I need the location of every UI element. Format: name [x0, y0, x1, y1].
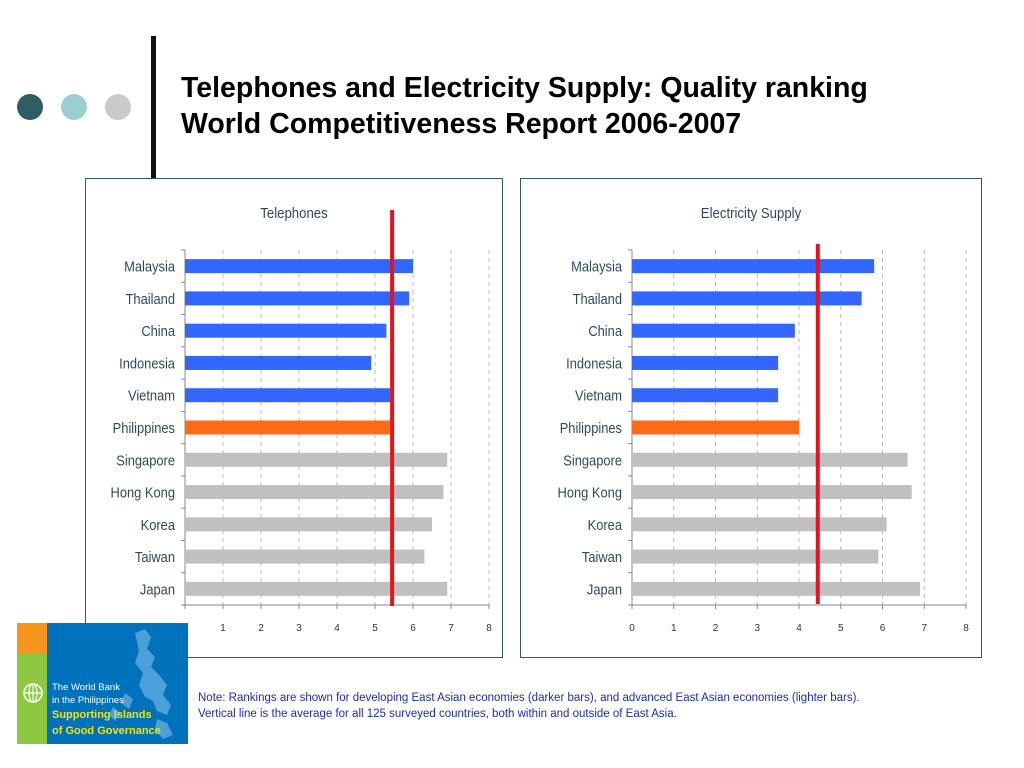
logo-line-4: of Good Governance [52, 725, 161, 737]
logo-line-2: in the Philippines [52, 695, 124, 706]
electricity-supply-bar-thailand [632, 291, 862, 306]
telephones-category-label-japan: Japan [140, 580, 175, 597]
electricity-supply-category-label-china: China [588, 322, 622, 339]
telephones-category-label-taiwan: Taiwan [135, 548, 175, 565]
telephones-chart-title: Telephones [260, 204, 327, 221]
electricity-supply-bar-malaysia [632, 259, 875, 274]
electricity-supply-x-tick-label-2: 2 [713, 623, 719, 634]
telephones-bar-philippines [185, 420, 391, 435]
telephones-bar-vietnam [185, 388, 391, 403]
telephones-x-tick-label-1: 1 [220, 623, 226, 634]
electricity-chart-panel: Electricity Supply 0 1 2 3 4 5 6 7 8 Malaysia Thail… [520, 178, 982, 658]
telephones-x-tick-label-5: 5 [372, 623, 378, 634]
telephones-category-label-vietnam: Vietnam [128, 387, 175, 404]
electricity-supply-x-tick-label-8: 8 [963, 623, 969, 634]
electricity-supply-category-label-singapore: Singapore [563, 451, 622, 468]
electricity-supply-category-label-korea: Korea [588, 516, 623, 533]
logo-line-1: The World Bank [52, 682, 120, 693]
telephones-bar-singapore [185, 452, 448, 467]
electricity-supply-category-label-vietnam: Vietnam [575, 387, 622, 404]
telephones-category-label-indonesia: Indonesia [119, 355, 175, 372]
electricity-supply-x-tick-label-4: 4 [796, 623, 802, 634]
telephones-category-label-korea: Korea [141, 516, 176, 533]
telephones-category-label-malaysia: Malaysia [124, 258, 175, 275]
electricity-supply-x-tick-label-6: 6 [880, 623, 886, 634]
telephones-category-label-singapore: Singapore [116, 451, 175, 468]
telephones-category-label-hong-kong: Hong Kong [111, 484, 175, 501]
telephones-bar-malaysia [185, 259, 413, 274]
electricity-supply-x-tick-label-5: 5 [838, 623, 844, 634]
slide-title-line-1: Telephones and Electricity Supply: Quali… [181, 72, 868, 104]
electricity-supply-category-label-hong-kong: Hong Kong [558, 484, 622, 501]
title-divider [151, 36, 156, 178]
electricity-supply-category-label-thailand: Thailand [573, 290, 622, 307]
telephones-frame [85, 178, 503, 658]
note-line-1: Note: Rankings are shown for developing … [198, 692, 860, 704]
telephones-category-label-thailand: Thailand [126, 290, 175, 307]
electricity-supply-chart-title: Electricity Supply [701, 204, 802, 221]
electricity-supply-x-tick-label-3: 3 [754, 623, 760, 634]
electricity-supply-bar-philippines [632, 420, 799, 435]
telephones-x-tick-label-4: 4 [334, 623, 340, 634]
telephones-bar-indonesia [185, 355, 372, 370]
slide-title: Telephones and Electricity Supply: Quali… [181, 70, 1021, 142]
telephones-bar-korea [185, 517, 432, 532]
electricity-supply-category-label-philippines: Philippines [560, 419, 622, 436]
electricity-supply-bar-indonesia [632, 355, 779, 370]
electricity-supply-bar-vietnam [632, 388, 779, 403]
chart-note: Note: Rankings are shown for developing … [198, 690, 998, 722]
telephones-bar-taiwan [185, 549, 425, 564]
electricity-supply-bar-china [632, 323, 795, 338]
electricity-supply-category-label-japan: Japan [587, 580, 622, 597]
electricity-supply-chart: Electricity Supply 0 1 2 3 4 5 6 7 8 Malaysia Thail… [520, 178, 982, 658]
telephones-bar-thailand [185, 291, 410, 306]
electricity-supply-bar-korea [632, 517, 887, 532]
note-line-2: Vertical line is the average for all 125… [198, 708, 677, 720]
telephones-x-tick-label-3: 3 [296, 623, 302, 634]
telephones-category-label-philippines: Philippines [113, 419, 175, 436]
telephones-bar-china [185, 323, 387, 338]
bullet-dot-dark [17, 94, 43, 120]
bullet-dot-grey [105, 94, 131, 120]
electricity-supply-bar-singapore [632, 452, 908, 467]
electricity-supply-x-tick-label-1: 1 [671, 623, 677, 634]
electricity-supply-x-tick-label-7: 7 [921, 623, 927, 634]
slide-title-line-2: World Competitiveness Report 2006-2007 [181, 108, 742, 140]
electricity-supply-category-label-taiwan: Taiwan [582, 548, 622, 565]
telephones-x-tick-label-2: 2 [258, 623, 264, 634]
telephones-x-tick-label-7: 7 [448, 623, 454, 634]
world-bank-logo: The World Bank in the Philippines Suppor… [17, 623, 188, 744]
telephones-bar-japan [185, 581, 448, 596]
logo-line-3: Supporting Islands [52, 709, 152, 721]
telephones-chart-panel: Telephones012345678MalaysiaThailandChina… [85, 178, 503, 658]
telephones-x-tick-label-8: 8 [486, 623, 492, 634]
electricity-supply-category-label-indonesia: Indonesia [566, 355, 622, 372]
electricity-supply-category-label-malaysia: Malaysia [571, 258, 622, 275]
bullet-dot-light-teal [61, 94, 87, 120]
electricity-supply-bar-taiwan [632, 549, 879, 564]
electricity-supply-bar-hong-kong [632, 485, 912, 500]
telephones-category-label-china: China [141, 322, 175, 339]
electricity-supply-frame [520, 178, 982, 658]
electricity-supply-x-tick-label-0: 0 [629, 623, 635, 634]
telephones-chart: Telephones012345678MalaysiaThailandChina… [85, 178, 503, 658]
telephones-bar-hong-kong [185, 485, 444, 500]
electricity-supply-bar-japan [632, 581, 921, 596]
telephones-x-tick-label-6: 6 [410, 623, 416, 634]
